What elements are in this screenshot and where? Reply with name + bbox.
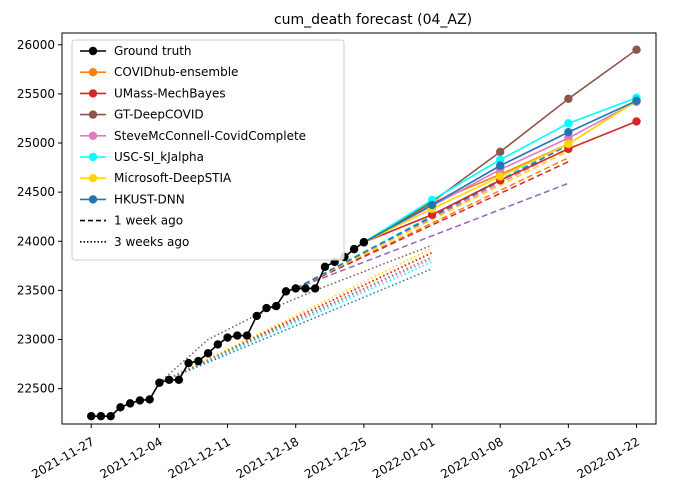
- legend-microsoft-deepstia-marker: [88, 174, 98, 183]
- series-6-point-3: [564, 139, 573, 149]
- series-15-line: [158, 244, 433, 384]
- ground-truth-point-1: [96, 411, 106, 421]
- series-20-group: [159, 261, 433, 384]
- series-5-point-2: [496, 155, 505, 164]
- legend-1-week-ago-label: 1 week ago: [114, 214, 183, 228]
- series-18-group: [159, 247, 433, 384]
- series-6-point-2: [496, 172, 505, 181]
- series-13-line: [295, 150, 569, 290]
- legend-umass-mechbayes-marker: [88, 89, 98, 98]
- ground-truth-point-5: [135, 396, 145, 405]
- ground-truth-point-12: [203, 349, 213, 358]
- legend-gt-deepcovid-marker: [88, 110, 98, 119]
- legend-hkust-dnn-label: HKUST-DNN: [114, 192, 185, 206]
- series-20-line: [159, 261, 433, 384]
- series-9-group: [295, 161, 569, 290]
- legend-usc-si-kjalpha-marker: [88, 152, 98, 162]
- y-tick-label-0: 22500: [17, 382, 55, 396]
- ground-truth-point-27: [349, 244, 359, 254]
- legend-stevemcconnell-covidcomplete-label: SteveMcConnell-CovidComplete: [114, 129, 306, 143]
- series-7-point-4: [632, 96, 641, 105]
- series-2-point-4: [632, 117, 641, 126]
- ground-truth-point-24: [320, 262, 330, 272]
- y-tick-label-5: 25000: [17, 136, 55, 150]
- ground-truth-point-2: [106, 411, 115, 421]
- ground-truth-point-8: [164, 375, 174, 384]
- ground-truth-point-13: [213, 340, 222, 349]
- ground-truth-point-7: [155, 378, 164, 387]
- series-18-line: [159, 247, 433, 384]
- series-7-point-3: [564, 128, 573, 137]
- series-3-point-3: [564, 94, 573, 104]
- series-3-point-2: [496, 147, 505, 157]
- series-13-group: [295, 150, 569, 290]
- ground-truth-point-22: [301, 284, 310, 293]
- legend-usc-si-kjalpha-label: USC-SI_kJalpha: [114, 150, 204, 164]
- series-21-group: [159, 268, 433, 384]
- ground-truth-point-9: [174, 375, 184, 384]
- y-tick-label-3: 24000: [17, 234, 55, 248]
- legend: Ground truth COVIDhub-ensemble UMass-MechB…: [71, 39, 345, 261]
- ground-truth-point-17: [252, 311, 261, 321]
- y-tick-label-4: 24500: [17, 185, 55, 199]
- ground-truth-point-28: [359, 238, 369, 247]
- ground-truth-point-20: [281, 287, 291, 296]
- series-2-point-1: [427, 210, 437, 219]
- legend-umass-mechbayes-label: UMass-MechBayes: [114, 86, 226, 100]
- legend-3-weeks-ago-label: 3 weeks ago: [114, 235, 189, 249]
- y-tick-label-2: 23500: [17, 283, 55, 297]
- ground-truth-point-4: [125, 399, 135, 408]
- y-tick-label-1: 23000: [17, 333, 55, 347]
- series-15-group: [158, 244, 433, 384]
- chart-title: cum_death forecast (04_AZ): [274, 12, 472, 28]
- ground-truth-point-15: [233, 331, 242, 340]
- y-tick-label-7: 26000: [17, 38, 55, 52]
- series-21-line: [159, 268, 433, 384]
- ground-truth-point-11: [194, 356, 203, 366]
- series-5-point-3: [564, 119, 573, 128]
- legend-ground-truth-label: Ground truth: [114, 44, 192, 58]
- ground-truth-point-19: [272, 301, 281, 311]
- ground-truth-point-18: [262, 303, 271, 313]
- legend-ground-truth-marker: [88, 46, 98, 56]
- y-tick-label-6: 25500: [17, 87, 55, 101]
- ground-truth-point-0: [87, 411, 96, 421]
- series-7-point-1: [427, 200, 437, 210]
- legend-microsoft-deepstia-label: Microsoft-DeepSTIA: [114, 171, 232, 185]
- ground-truth-point-16: [242, 331, 252, 340]
- series-7-point-2: [496, 161, 505, 170]
- series-10-group: [295, 182, 569, 290]
- ground-truth-point-23: [310, 284, 320, 293]
- series-9-line: [295, 161, 569, 290]
- legend-stevemcconnell-covidcomplete-marker: [88, 131, 98, 140]
- legend-hkust-dnn-marker: [88, 195, 98, 204]
- legend-covidhub-ensemble-marker: [88, 68, 98, 77]
- ground-truth-point-21: [291, 284, 300, 293]
- series-3-point-4: [632, 45, 641, 54]
- legend-covidhub-ensemble-label: COVIDhub-ensemble: [114, 65, 238, 79]
- series-4-point-3: [564, 133, 573, 143]
- ground-truth-point-3: [116, 403, 125, 412]
- series-10-line: [295, 182, 569, 290]
- axes-frame: [61, 32, 657, 425]
- ground-truth-point-6: [145, 395, 154, 404]
- ground-truth-point-14: [223, 333, 232, 342]
- legend-gt-deepcovid-label: GT-DeepCOVID: [114, 108, 204, 122]
- legend-box: [71, 39, 345, 261]
- ground-truth-point-10: [184, 358, 193, 368]
